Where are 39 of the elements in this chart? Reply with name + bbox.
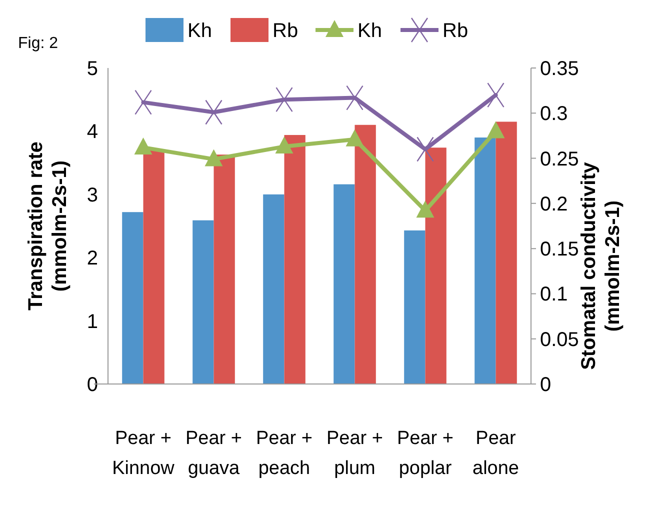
y-tick-label: 5 [86, 58, 98, 80]
x-tick-label: Pear + Kinnow [112, 428, 175, 479]
y2-tick-label: 0.2 [540, 193, 568, 216]
y2-tick-label: 0.3 [540, 103, 568, 126]
y2-tick-label: 0.25 [540, 148, 579, 170]
x-tick-label: Pear alone [472, 428, 519, 479]
text: Fig: 2 [18, 35, 58, 52]
bar [192, 220, 214, 384]
bar [334, 184, 355, 384]
legend-label: Kh [358, 20, 382, 42]
bar [496, 122, 517, 384]
y-axis-title: Transpiration rate (mmolm-2s-1) [25, 142, 71, 310]
legend-label: Kh [188, 20, 212, 42]
y-tick-label: 4 [86, 121, 98, 144]
legend-label: Rb [442, 20, 468, 42]
bar [354, 124, 376, 384]
x-tick-label: Pear + peach [256, 428, 313, 479]
bar [214, 154, 235, 384]
y-tick-label: 0 [86, 374, 98, 396]
y-tick-label: 2 [86, 248, 98, 270]
y2-tick-label: 0.05 [540, 328, 579, 351]
y2-tick-label: 0 [540, 374, 552, 396]
x-tick-label: Pear + guava [185, 428, 242, 479]
y2-tick-label: 0.35 [540, 58, 579, 80]
x-tick-label: Pear + plum [326, 428, 384, 479]
bar [143, 150, 164, 384]
bar [474, 138, 496, 384]
bar [122, 212, 144, 384]
y-tick-label: 3 [86, 184, 98, 206]
legend-label: Rb [272, 20, 298, 42]
x-tick-label: Pear + poplar [396, 428, 454, 479]
bar [263, 194, 284, 384]
y2-axis-title: Stomatal conductivity (mmolm-2s-1) [578, 161, 624, 370]
y2-tick-label: 0.1 [540, 284, 568, 306]
y2-tick-label: 0.15 [540, 238, 579, 261]
bar [425, 148, 446, 384]
bar [404, 230, 426, 384]
bar [284, 134, 306, 384]
y-tick-label: 1 [86, 310, 98, 333]
